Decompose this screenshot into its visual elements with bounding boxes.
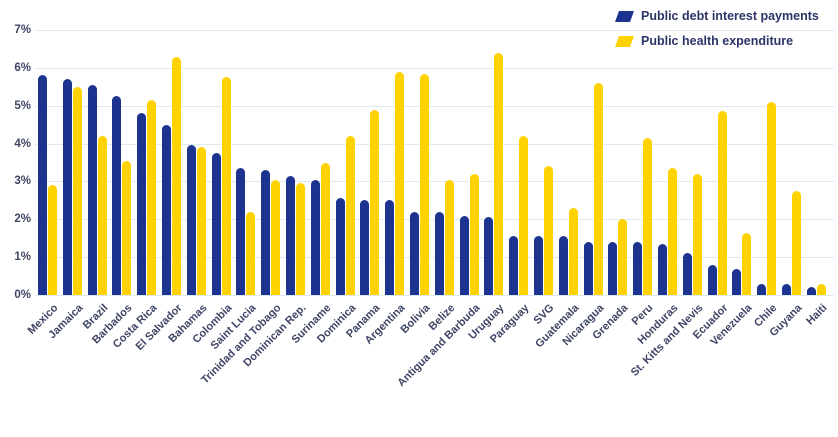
bar-debt-dominican-rep- <box>286 175 295 295</box>
bar-debt-trinidad-and-tobago <box>261 170 271 295</box>
bar-debt-argentina <box>385 200 395 295</box>
gridline-5% <box>35 105 834 107</box>
y-axis-tick-1%: 1% <box>14 251 31 264</box>
bar-debt-colombia <box>211 153 221 295</box>
bar-health-antigua-and-barbuda <box>469 173 479 295</box>
health-series-swatch-icon <box>614 35 635 47</box>
y-axis-tick-0%: 0% <box>14 289 31 301</box>
bar-health-colombia <box>221 77 231 295</box>
gridline-7% <box>35 30 834 31</box>
bar-debt-guyana <box>782 283 791 295</box>
legend-label-health: Public health expenditure <box>641 34 794 48</box>
bar-health-el-salvador <box>172 56 181 295</box>
bar-debt-costa-rica <box>137 113 147 295</box>
bar-health-honduras <box>668 168 677 295</box>
bar-debt-panama <box>360 200 370 295</box>
y-axis-tick-2%: 2% <box>14 213 31 226</box>
bar-health-guatemala <box>568 207 578 295</box>
bar-health-svg <box>544 166 553 295</box>
bar-debt-st-kitts-and-nevis <box>682 253 692 295</box>
bar-debt-peru <box>633 242 643 295</box>
gridline-4% <box>35 143 834 145</box>
bar-debt-belize <box>434 211 444 295</box>
gridline-1% <box>35 257 834 259</box>
bar-health-saint-lucia <box>246 211 256 295</box>
bar-debt-ecuador <box>707 264 717 295</box>
y-axis-tick-5%: 5% <box>14 99 31 112</box>
bar-health-dominica <box>345 136 355 295</box>
bar-debt-el-salvador <box>162 124 171 295</box>
legend: Public debt interest payments Public hea… <box>614 6 819 56</box>
bar-health-trinidad-and-tobago <box>271 179 281 295</box>
bar-debt-bolivia <box>410 211 419 295</box>
bar-debt-chile <box>757 283 767 295</box>
bar-health-chile <box>767 101 777 295</box>
bar-health-bahamas <box>196 147 206 295</box>
bar-debt-uruguay <box>484 217 494 295</box>
bar-debt-barbados <box>112 96 122 295</box>
bar-debt-mexico <box>38 75 47 295</box>
bar-debt-haiti <box>806 287 816 295</box>
bar-health-uruguay <box>494 52 504 295</box>
bar-health-dominican-rep- <box>296 183 305 295</box>
y-axis-tick-7%: 7% <box>14 24 31 36</box>
bar-debt-grenada <box>608 242 618 295</box>
bar-debt-brazil <box>87 84 97 295</box>
bar-health-st-kitts-and-nevis <box>692 173 702 295</box>
bar-health-argentina <box>395 71 405 295</box>
legend-item-health: Public health expenditure <box>614 31 819 51</box>
bar-health-brazil <box>97 136 107 295</box>
bar-debt-suriname <box>310 179 320 295</box>
bar-debt-saint-lucia <box>236 168 246 295</box>
bar-health-barbados <box>122 160 132 295</box>
bar-health-nicaragua <box>593 83 603 295</box>
bar-debt-paraguay <box>509 236 519 295</box>
bar-debt-honduras <box>658 243 667 295</box>
bar-health-belize <box>444 179 454 295</box>
bar-health-paraguay <box>519 136 529 295</box>
bar-debt-nicaragua <box>583 242 593 295</box>
bar-debt-venezuela <box>732 268 742 295</box>
bar-health-grenada <box>618 219 628 295</box>
bar-health-suriname <box>320 162 330 295</box>
bar-health-costa-rica <box>147 100 157 295</box>
y-axis-tick-6%: 6% <box>14 61 31 74</box>
bar-health-jamaica <box>72 86 82 295</box>
gridline-6% <box>35 67 834 69</box>
bar-debt-antigua-and-barbuda <box>459 215 469 295</box>
bar-health-panama <box>370 109 380 295</box>
gridline-2% <box>35 219 834 221</box>
bar-debt-jamaica <box>62 79 72 295</box>
gridline-3% <box>35 181 834 183</box>
y-axis-tick-3%: 3% <box>14 175 31 188</box>
gridline-0% <box>35 295 834 296</box>
y-axis-tick-4%: 4% <box>14 137 31 150</box>
bar-debt-bahamas <box>186 145 196 295</box>
legend-label-debt: Public debt interest payments <box>641 9 819 23</box>
bar-health-guyana <box>792 190 801 295</box>
bar-debt-svg <box>534 236 543 295</box>
bar-health-venezuela <box>742 232 752 295</box>
bar-health-peru <box>643 137 653 295</box>
bar-health-mexico <box>48 185 57 295</box>
debt-series-swatch-icon <box>614 10 635 22</box>
bar-health-haiti <box>816 283 826 295</box>
bar-health-ecuador <box>717 111 727 295</box>
legend-item-debt: Public debt interest payments <box>614 6 819 26</box>
bar-debt-dominica <box>335 198 345 295</box>
bar-debt-guatemala <box>558 236 568 295</box>
bar-health-bolivia <box>420 73 429 295</box>
